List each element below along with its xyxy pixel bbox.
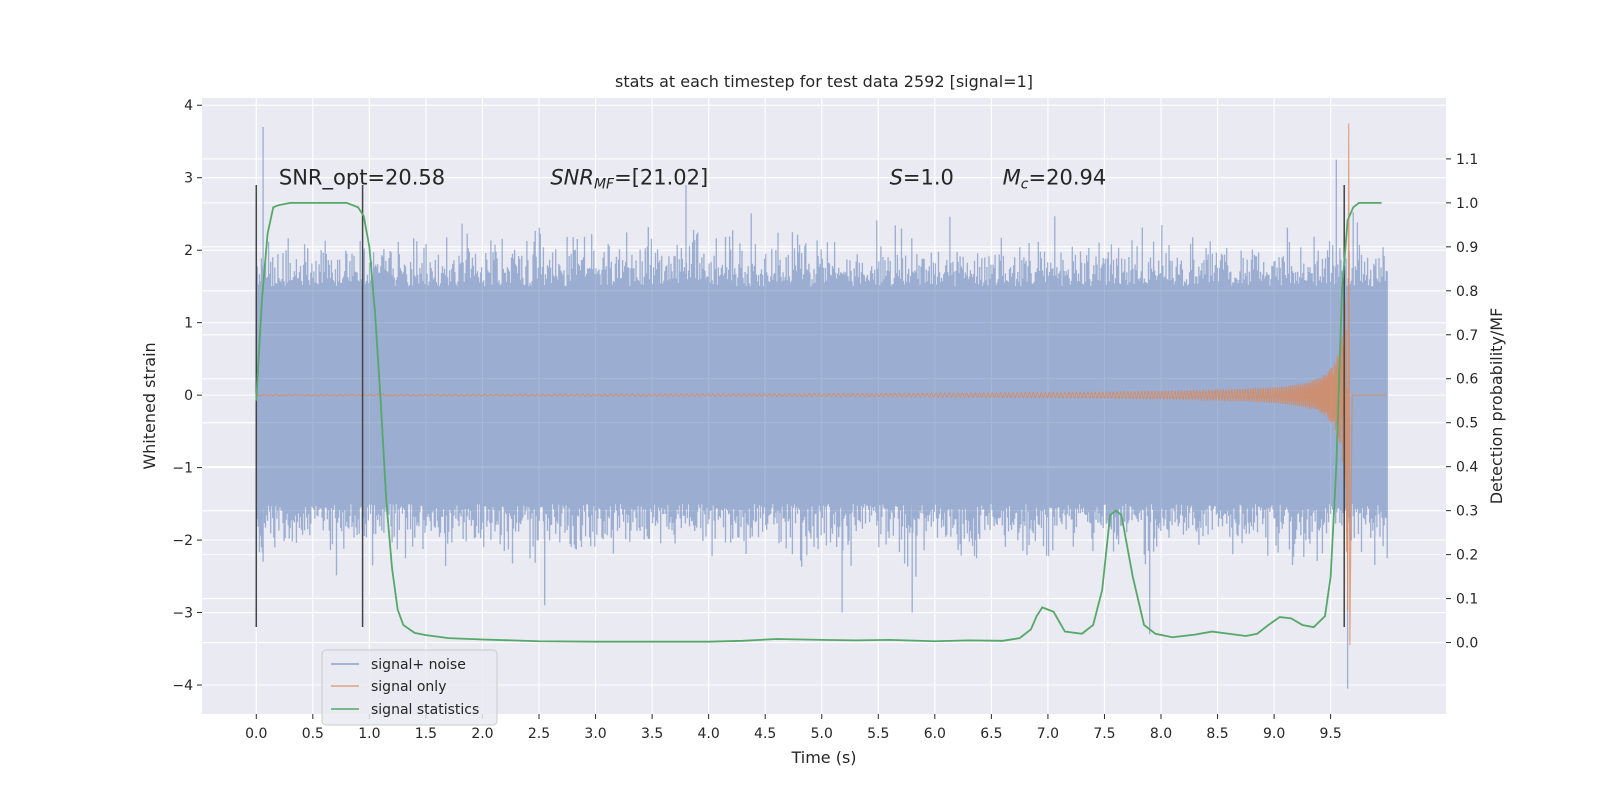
x-tick-label: 7.0 xyxy=(1037,726,1059,742)
x-axis-label: Time (s) xyxy=(790,748,856,767)
y-tick-label: 1 xyxy=(184,316,193,332)
annotation-part: SNR xyxy=(550,166,594,190)
y-tick-label: −2 xyxy=(172,533,193,549)
annotation-text: SNR_opt=20.58 xyxy=(279,166,445,191)
x-tick-label: 7.5 xyxy=(1093,726,1115,742)
x-tick-label: 8.0 xyxy=(1150,726,1172,742)
y-right-tick-label: 1.1 xyxy=(1456,152,1478,168)
x-tick-label: 1.0 xyxy=(358,726,380,742)
x-tick-label: 3.0 xyxy=(584,726,606,742)
signal-only-trace xyxy=(256,123,1388,646)
signal-only-series xyxy=(256,123,1388,646)
y-right-tick-label: 0.0 xyxy=(1456,636,1478,652)
y-tick-label: −1 xyxy=(172,461,193,477)
y-right-tick-label: 1.0 xyxy=(1456,196,1478,212)
y-tick-label: 0 xyxy=(184,388,193,404)
legend-label-signal-only: signal only xyxy=(371,679,446,695)
x-tick-label: 5.5 xyxy=(867,726,889,742)
y-right-tick-label: 0.1 xyxy=(1456,592,1478,608)
y-right-tick-label: 0.6 xyxy=(1456,372,1478,388)
x-tick-label: 9.5 xyxy=(1320,726,1342,742)
y-tick-label: −3 xyxy=(172,606,193,622)
annotation-part: S xyxy=(890,166,903,190)
y-tick-label: 2 xyxy=(184,243,193,259)
x-tick-label: 4.0 xyxy=(698,726,720,742)
y-right-tick-label: 0.7 xyxy=(1456,328,1478,344)
x-tick-label: 2.5 xyxy=(528,726,550,742)
y-right-tick-label: 0.2 xyxy=(1456,548,1478,564)
x-tick-label: 0.0 xyxy=(245,726,267,742)
x-tick-label: 8.5 xyxy=(1206,726,1228,742)
annotation-part: M xyxy=(1003,166,1021,190)
x-tick-label: 1.5 xyxy=(415,726,437,742)
x-tick-label: 3.5 xyxy=(641,726,663,742)
y-right-tick-label: 0.9 xyxy=(1456,240,1478,256)
x-tick-label: 6.5 xyxy=(980,726,1002,742)
legend-label-signal-noise: signal+ noise xyxy=(371,657,466,673)
signal-statistics-trace xyxy=(255,201,1382,643)
x-tick-label: 4.5 xyxy=(754,726,776,742)
x-tick-label: 9.0 xyxy=(1263,726,1285,742)
y-right-tick-label: 0.3 xyxy=(1456,504,1478,520)
y-tick-label: 4 xyxy=(184,98,193,114)
legend: signal+ noise signal only signal statist… xyxy=(321,649,498,726)
y-tick-label: −4 xyxy=(172,678,193,694)
y-right-tick-label: 0.5 xyxy=(1456,416,1478,432)
x-tick-label: 0.5 xyxy=(302,726,324,742)
y-right-tick-label: 0.8 xyxy=(1456,284,1478,300)
x-tick-label: 6.0 xyxy=(924,726,946,742)
annotation-text: Mc=20.94 xyxy=(1003,166,1107,193)
annotation-part: =[21.02] xyxy=(614,166,708,190)
x-tick-label: 5.0 xyxy=(811,726,833,742)
annotation-part: =1.0 xyxy=(903,166,954,190)
y-right-tick-label: 0.4 xyxy=(1456,460,1478,476)
annotation-part: MF xyxy=(594,177,615,193)
signal-statistics-series xyxy=(255,201,1382,643)
annotation-text: S=1.0 xyxy=(890,166,954,190)
x-tick-label: 2.0 xyxy=(471,726,493,742)
y-tick-label: 3 xyxy=(184,171,193,187)
axis-ticks: 0.0 0.5 1.0 1.5 2.0 2.5 3.0 3.5 4.0 4.5 5.0 5.5 6.0 6… xyxy=(172,98,1478,742)
legend-box xyxy=(321,649,498,726)
chart-title: stats at each timestep for test data 259… xyxy=(615,72,1033,91)
annotation-part: =20.94 xyxy=(1029,166,1107,190)
legend-label-signal-statistics: signal statistics xyxy=(371,702,479,718)
y-axis-label: Whitened strain xyxy=(140,342,159,469)
annotation-part: c xyxy=(1021,177,1029,193)
annotations: SNR_opt=20.58 SNRMF=[21.02] S=1.0 Mc=20.94 xyxy=(279,166,1106,193)
y-axis-right-label: Detection probability/MF xyxy=(1487,308,1506,505)
annotation-text: SNRMF=[21.02] xyxy=(550,166,708,193)
